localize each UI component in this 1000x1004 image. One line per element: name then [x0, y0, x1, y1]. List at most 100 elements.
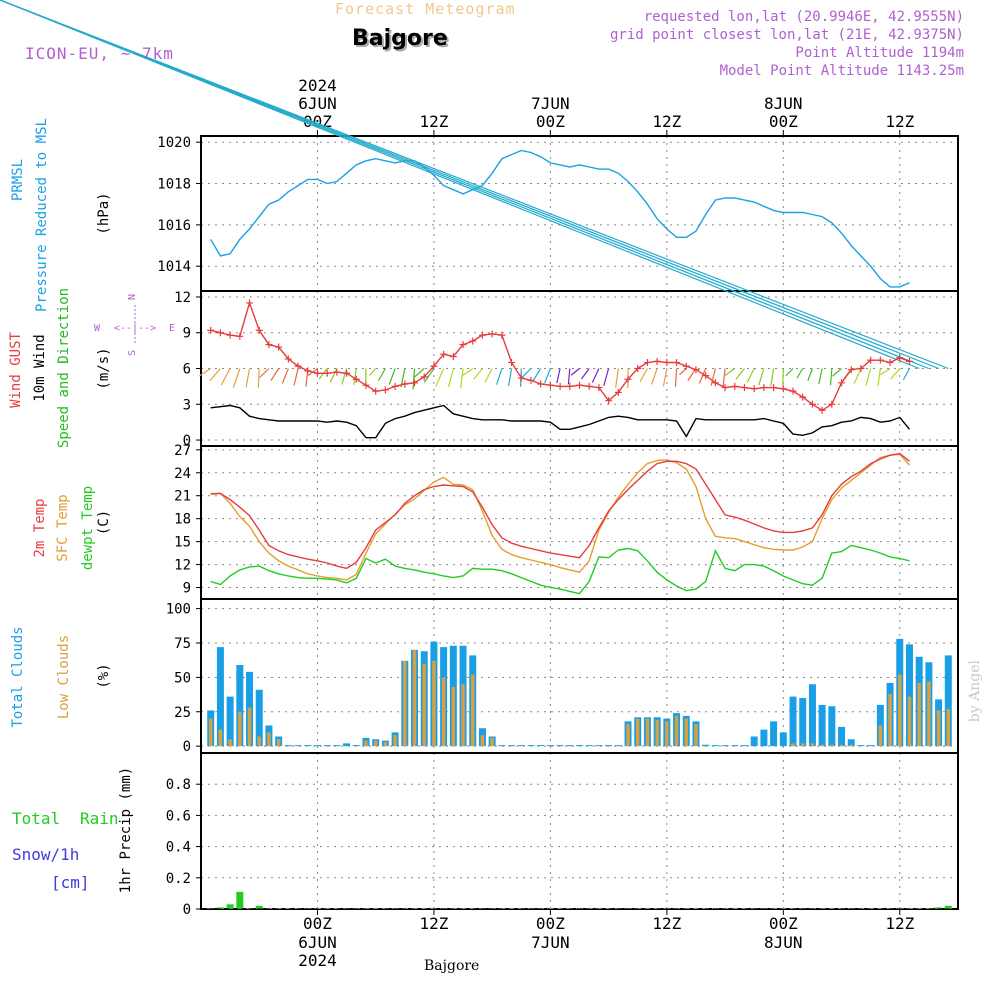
low-clouds-bar: [636, 719, 639, 747]
panel-unit-label: (%): [96, 663, 112, 688]
wind-direction-arrow: [342, 369, 347, 385]
wind-gust-marker: [586, 383, 593, 390]
requested-coords: requested lon,lat (20.9946E, 42.9555N): [644, 9, 964, 25]
wind-direction-arrow: [436, 369, 444, 387]
model-name: ICON-EU, ~ 7km: [25, 44, 174, 63]
low-clouds-bar: [879, 726, 882, 747]
wind-gust-marker: [246, 299, 253, 306]
wind-gust-marker: [887, 359, 894, 366]
wind-direction-arrow: [246, 369, 249, 388]
y-tick-label: 0.4: [166, 840, 191, 856]
wind-direction-arrow: [592, 369, 599, 383]
total-clouds-bar: [819, 705, 826, 746]
low-clouds-bar: [655, 720, 658, 746]
date-label-bottom: 6JUN: [298, 933, 337, 952]
precip-axis-label: 1hr Precip (mm): [118, 767, 134, 893]
date-label-top: 7JUN: [531, 94, 570, 113]
wind-gust-marker: [741, 384, 748, 391]
x-tick-label-bottom: 12Z: [419, 914, 448, 933]
wind-direction-arrow: [369, 369, 375, 376]
y-tick-label: 50: [174, 670, 191, 686]
low-clouds-bar: [898, 675, 901, 747]
low-clouds-bar: [374, 741, 377, 747]
snow-unit-label: [cm]: [51, 873, 90, 892]
low-clouds-bar: [646, 719, 649, 747]
wind-direction-arrow: [797, 369, 803, 379]
total-clouds-bar: [867, 745, 874, 746]
wind-direction-arrow: [688, 369, 696, 381]
wind-gust-marker: [498, 332, 505, 339]
wind-direction-arrow: [509, 369, 512, 387]
low-clouds-bar: [811, 743, 814, 746]
total-clouds-label: Total Clouds: [10, 626, 26, 727]
wind-direction-arrow: [903, 369, 909, 380]
total-clouds-bar: [828, 706, 835, 746]
compass-arrow: <--|-->: [114, 323, 156, 334]
total-clouds-bar: [780, 732, 787, 746]
wind-direction-arrow: [330, 369, 337, 383]
total-clouds-bar: [557, 745, 564, 746]
low-clouds-bar: [267, 732, 270, 746]
year-label-bottom: 2024: [298, 951, 337, 970]
low-clouds-bar: [830, 745, 833, 746]
total-clouds-bar: [285, 745, 292, 746]
low-clouds-bar: [820, 745, 823, 746]
wind-direction-arrow: [891, 369, 900, 380]
total-clouds-bar: [857, 745, 864, 746]
wind-gust-marker: [236, 333, 243, 340]
wind-direction-arrow: [474, 369, 483, 379]
wind-direction-arrow: [378, 369, 385, 381]
low-clouds-bar: [840, 745, 843, 746]
wind-gust-marker: [673, 359, 680, 366]
wind-gust-marker: [489, 330, 496, 337]
wind-gust-marker: [411, 379, 418, 386]
low-clouds-bar: [452, 687, 455, 746]
wind-speed-line: [211, 406, 910, 438]
total-clouds-bar: [615, 745, 622, 746]
wind-direction-arrow: [604, 369, 609, 386]
grid-point-coords: grid point closest lon,lat (21E, 42.9375…: [610, 27, 964, 43]
low-clouds-bar: [849, 745, 852, 746]
wind-direction-arrow: [568, 369, 569, 385]
wind-direction-arrow: [831, 369, 832, 386]
total-clouds-bar: [712, 745, 719, 746]
wind-gust-marker: [877, 357, 884, 364]
total-clouds-bar: [702, 745, 709, 746]
wind-direction-arrow: [679, 369, 686, 375]
total-clouds-bar: [508, 745, 515, 746]
y-tick-label: 27: [174, 443, 191, 459]
low-clouds-bar: [238, 712, 241, 746]
date-label-top: 8JUN: [764, 94, 803, 113]
y-tick-label: 0: [183, 902, 191, 918]
y-tick-label: 21: [174, 489, 191, 505]
wind-gust-marker: [557, 383, 564, 390]
low-clouds-bar: [626, 724, 629, 746]
total-label: Total: [12, 809, 60, 828]
wind-gust-marker: [537, 381, 544, 388]
x-tick-label-bottom: 12Z: [885, 914, 914, 933]
wind-direction-arrow: [233, 369, 239, 388]
wind-gust-marker: [392, 383, 399, 390]
location-title: Bajgore: [352, 26, 448, 51]
wind-direction-label: Speed and Direction: [56, 288, 72, 448]
total-clouds-bar: [605, 745, 612, 746]
wind-direction-arrow: [616, 369, 619, 388]
meteogram-supertitle: Forecast Meteogram: [335, 0, 516, 18]
low-clouds-bar: [908, 697, 911, 747]
total-clouds-bar: [304, 745, 311, 746]
x-tick-label-top: 00Z: [536, 112, 565, 131]
total-clouds-bar: [751, 737, 758, 747]
y-tick-label: 1018: [157, 177, 191, 193]
y-tick-label: 6: [183, 362, 191, 378]
low-clouds-bar: [791, 743, 794, 746]
wind-gust-marker: [731, 383, 738, 390]
y-tick-label: 0.8: [166, 777, 191, 793]
wind-direction-arrow: [640, 369, 647, 382]
x-tick-label-bottom: 00Z: [303, 914, 332, 933]
y-tick-label: 3: [183, 397, 191, 413]
low-clouds-bar: [257, 737, 260, 747]
date-label-bottom: 7JUN: [531, 933, 570, 952]
wind-gust-marker: [654, 358, 661, 365]
